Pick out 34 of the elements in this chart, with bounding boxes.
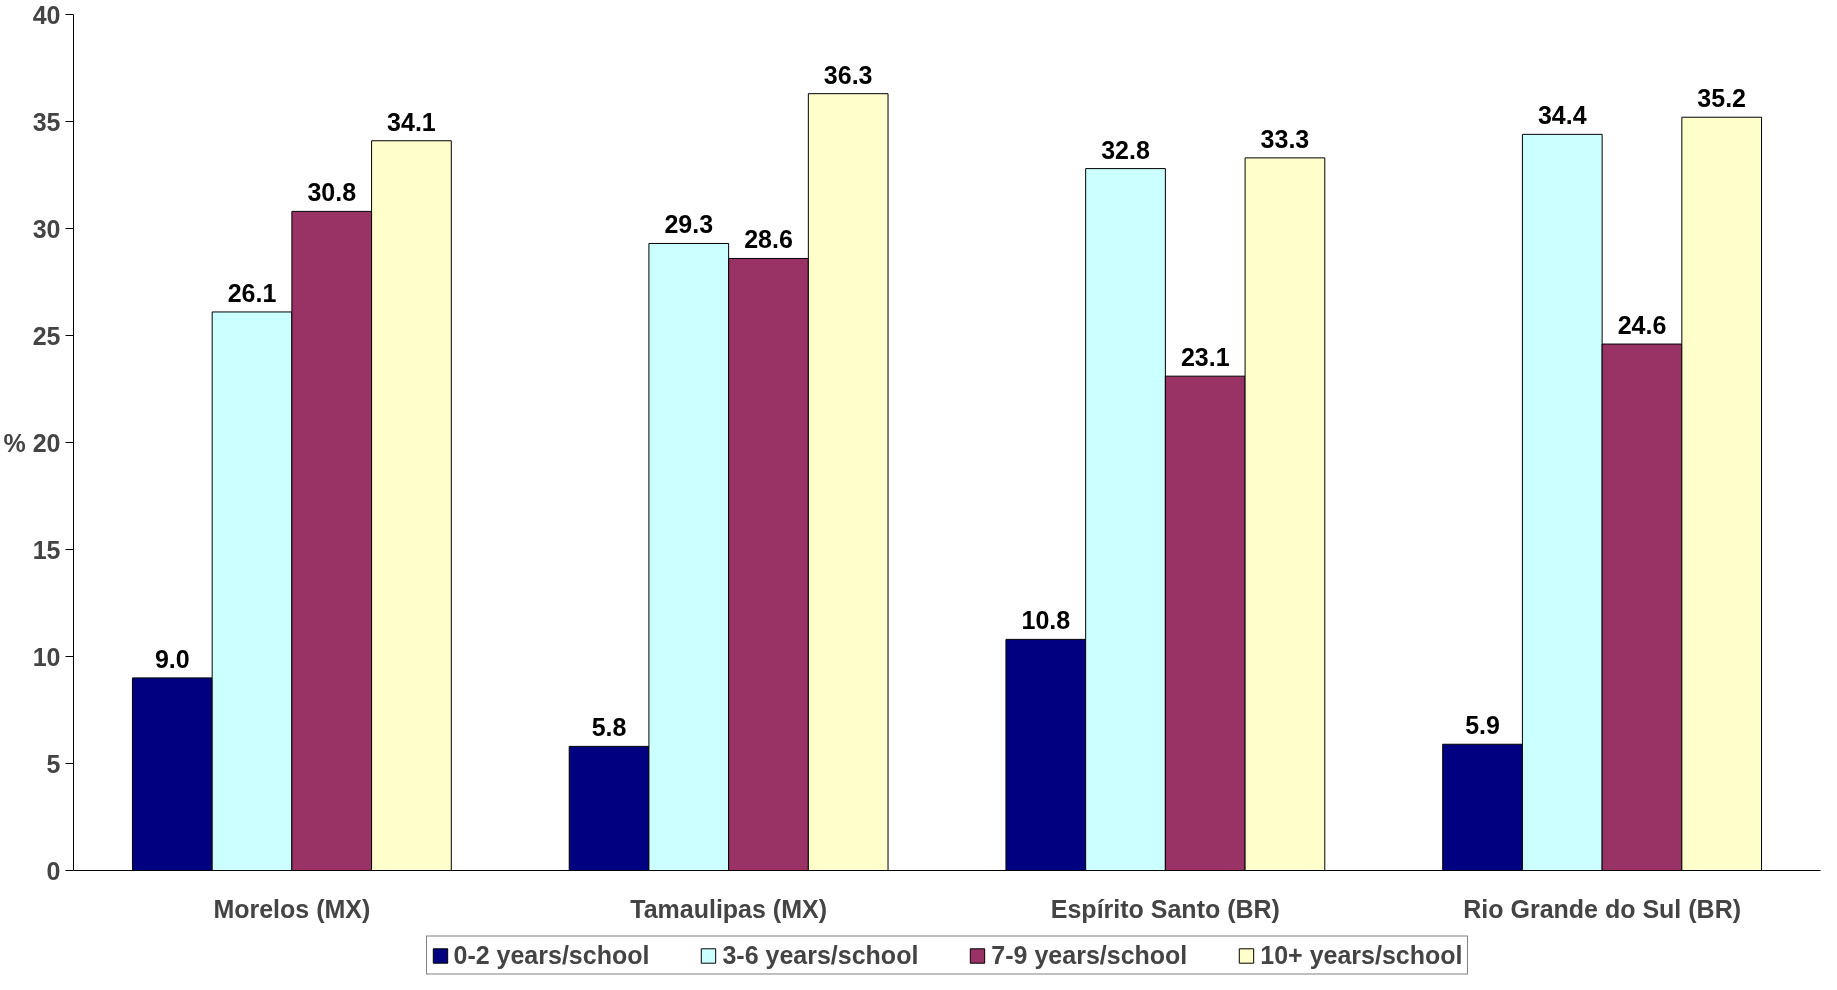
x-tick-label: Morelos (MX)	[213, 894, 371, 923]
data-label: 33.3	[1260, 124, 1310, 153]
y-tick-label: 30	[32, 214, 61, 243]
x-tick-label: Tamaulipas (MX)	[630, 894, 828, 923]
data-label: 24.6	[1617, 311, 1667, 340]
data-label: 10.8	[1021, 606, 1071, 635]
legend-label: 7-9 years/school	[991, 940, 1188, 970]
data-label: 5.8	[591, 713, 627, 742]
y-tick-label: 25	[32, 321, 61, 350]
data-label: 28.6	[744, 225, 793, 254]
data-label: 34.1	[387, 107, 436, 136]
x-tick-label: Rio Grande do Sul (BR)	[1463, 894, 1742, 923]
y-axis-title: %	[3, 428, 26, 457]
y-tick-label: 40	[32, 0, 61, 29]
data-label: 29.3	[664, 210, 714, 239]
data-label: 34.4	[1537, 101, 1587, 130]
x-tick-label: Espírito Santo (BR)	[1050, 894, 1280, 923]
data-label: 26.1	[227, 278, 277, 307]
data-label: 30.8	[307, 178, 357, 207]
y-tick-label: 10	[32, 642, 61, 671]
y-tick-label: 5	[46, 749, 61, 778]
y-tick-label: 0	[46, 856, 61, 885]
legend-label: 3-6 years/school	[722, 940, 919, 970]
y-tick-label: 20	[32, 428, 61, 457]
data-label: 9.0	[154, 644, 190, 673]
data-label: 35.2	[1697, 84, 1747, 113]
legend-label: 10+ years/school	[1260, 940, 1463, 970]
data-label: 36.3	[823, 60, 873, 89]
data-label: 32.8	[1101, 135, 1150, 164]
y-tick-label: 15	[32, 535, 61, 564]
data-label: 23.1	[1180, 343, 1230, 372]
y-tick-label: 35	[32, 107, 61, 136]
legend-label: 0-2 years/school	[453, 940, 650, 970]
data-label: 5.9	[1465, 711, 1500, 740]
